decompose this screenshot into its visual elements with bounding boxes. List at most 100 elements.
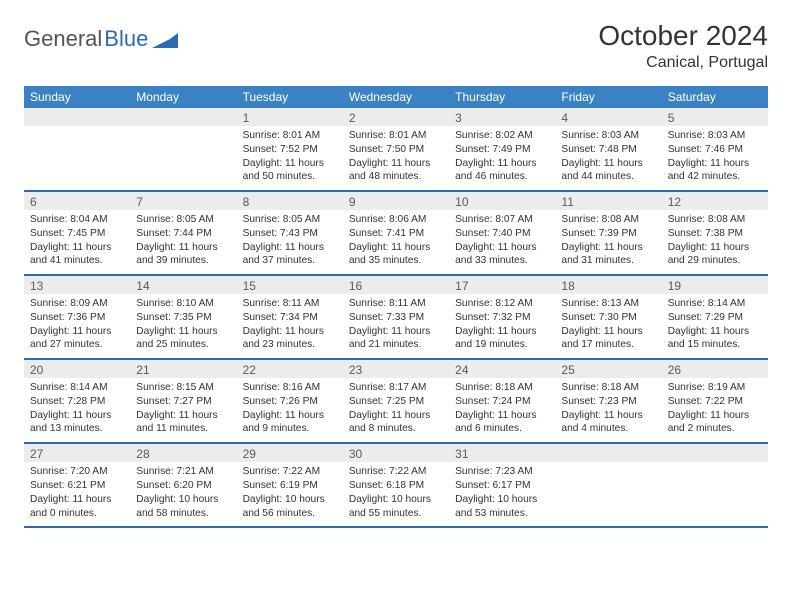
calendar-day-cell: 23Sunrise: 8:17 AMSunset: 7:25 PMDayligh… [343,360,449,442]
day-details: Sunrise: 8:06 AMSunset: 7:41 PMDaylight:… [343,210,449,274]
sunset-text: Sunset: 7:29 PM [668,311,762,325]
day-number: 2 [343,108,449,126]
day-number: 15 [237,276,343,294]
day-details: Sunrise: 8:11 AMSunset: 7:34 PMDaylight:… [237,294,343,358]
weekday-header: Thursday [449,86,555,108]
daylight-text: Daylight: 11 hours and 21 minutes. [349,325,443,353]
day-number: 9 [343,192,449,210]
sunrise-text: Sunrise: 8:19 AM [668,381,762,395]
daylight-text: Daylight: 11 hours and 37 minutes. [243,241,337,269]
day-details: Sunrise: 8:01 AMSunset: 7:50 PMDaylight:… [343,126,449,190]
sunset-text: Sunset: 7:49 PM [455,143,549,157]
day-details: Sunrise: 8:03 AMSunset: 7:46 PMDaylight:… [662,126,768,190]
daylight-text: Daylight: 11 hours and 50 minutes. [243,157,337,185]
calendar-day-cell: 14Sunrise: 8:10 AMSunset: 7:35 PMDayligh… [130,276,236,358]
day-number: 24 [449,360,555,378]
day-number [555,444,661,462]
sunrise-text: Sunrise: 7:23 AM [455,465,549,479]
daylight-text: Daylight: 10 hours and 55 minutes. [349,493,443,521]
weekday-header: Saturday [662,86,768,108]
calendar-week-row: 6Sunrise: 8:04 AMSunset: 7:45 PMDaylight… [24,192,768,276]
day-number: 29 [237,444,343,462]
day-details: Sunrise: 8:05 AMSunset: 7:43 PMDaylight:… [237,210,343,274]
sunrise-text: Sunrise: 8:16 AM [243,381,337,395]
calendar-day-cell: 24Sunrise: 8:18 AMSunset: 7:24 PMDayligh… [449,360,555,442]
weekday-header: Tuesday [237,86,343,108]
day-details: Sunrise: 7:22 AMSunset: 6:18 PMDaylight:… [343,462,449,526]
daylight-text: Daylight: 10 hours and 53 minutes. [455,493,549,521]
day-details: Sunrise: 7:20 AMSunset: 6:21 PMDaylight:… [24,462,130,526]
daylight-text: Daylight: 11 hours and 9 minutes. [243,409,337,437]
page-header: GeneralBlue October 2024 Canical, Portug… [24,20,768,72]
daylight-text: Daylight: 11 hours and 11 minutes. [136,409,230,437]
calendar-grid: Sunday Monday Tuesday Wednesday Thursday… [24,86,768,528]
calendar-day-cell: 20Sunrise: 8:14 AMSunset: 7:28 PMDayligh… [24,360,130,442]
sunset-text: Sunset: 7:32 PM [455,311,549,325]
sunset-text: Sunset: 7:34 PM [243,311,337,325]
day-number: 23 [343,360,449,378]
day-details: Sunrise: 8:02 AMSunset: 7:49 PMDaylight:… [449,126,555,190]
sunset-text: Sunset: 6:20 PM [136,479,230,493]
sunset-text: Sunset: 7:45 PM [30,227,124,241]
daylight-text: Daylight: 11 hours and 39 minutes. [136,241,230,269]
sunrise-text: Sunrise: 8:03 AM [668,129,762,143]
calendar-day-cell: 26Sunrise: 8:19 AMSunset: 7:22 PMDayligh… [662,360,768,442]
day-number [130,108,236,126]
sunrise-text: Sunrise: 7:22 AM [349,465,443,479]
sunset-text: Sunset: 7:41 PM [349,227,443,241]
sunset-text: Sunset: 7:26 PM [243,395,337,409]
calendar-day-cell: 16Sunrise: 8:11 AMSunset: 7:33 PMDayligh… [343,276,449,358]
calendar-day-cell: 22Sunrise: 8:16 AMSunset: 7:26 PMDayligh… [237,360,343,442]
sunset-text: Sunset: 6:21 PM [30,479,124,493]
weekday-header: Monday [130,86,236,108]
sunrise-text: Sunrise: 8:18 AM [561,381,655,395]
calendar-day-cell [555,444,661,526]
calendar-day-cell: 12Sunrise: 8:08 AMSunset: 7:38 PMDayligh… [662,192,768,274]
day-number: 21 [130,360,236,378]
sunrise-text: Sunrise: 8:03 AM [561,129,655,143]
day-details: Sunrise: 8:08 AMSunset: 7:38 PMDaylight:… [662,210,768,274]
calendar-day-cell: 7Sunrise: 8:05 AMSunset: 7:44 PMDaylight… [130,192,236,274]
sunset-text: Sunset: 6:17 PM [455,479,549,493]
brand-part1: General [24,26,102,52]
day-number: 18 [555,276,661,294]
sunset-text: Sunset: 7:43 PM [243,227,337,241]
day-details: Sunrise: 8:14 AMSunset: 7:29 PMDaylight:… [662,294,768,358]
sunset-text: Sunset: 6:18 PM [349,479,443,493]
sunrise-text: Sunrise: 8:15 AM [136,381,230,395]
daylight-text: Daylight: 11 hours and 2 minutes. [668,409,762,437]
sunset-text: Sunset: 7:44 PM [136,227,230,241]
sunrise-text: Sunrise: 8:02 AM [455,129,549,143]
calendar-day-cell [662,444,768,526]
day-number: 19 [662,276,768,294]
sunrise-text: Sunrise: 8:10 AM [136,297,230,311]
sunrise-text: Sunrise: 8:07 AM [455,213,549,227]
day-details: Sunrise: 8:14 AMSunset: 7:28 PMDaylight:… [24,378,130,442]
daylight-text: Daylight: 10 hours and 58 minutes. [136,493,230,521]
day-number: 31 [449,444,555,462]
calendar-day-cell: 17Sunrise: 8:12 AMSunset: 7:32 PMDayligh… [449,276,555,358]
day-details: Sunrise: 8:17 AMSunset: 7:25 PMDaylight:… [343,378,449,442]
sunset-text: Sunset: 7:52 PM [243,143,337,157]
weekday-header: Wednesday [343,86,449,108]
day-number: 25 [555,360,661,378]
day-details: Sunrise: 8:09 AMSunset: 7:36 PMDaylight:… [24,294,130,358]
day-number: 13 [24,276,130,294]
day-number: 6 [24,192,130,210]
sunrise-text: Sunrise: 8:08 AM [668,213,762,227]
day-details: Sunrise: 8:08 AMSunset: 7:39 PMDaylight:… [555,210,661,274]
sunset-text: Sunset: 7:25 PM [349,395,443,409]
sunset-text: Sunset: 7:38 PM [668,227,762,241]
daylight-text: Daylight: 11 hours and 41 minutes. [30,241,124,269]
daylight-text: Daylight: 11 hours and 48 minutes. [349,157,443,185]
daylight-text: Daylight: 11 hours and 8 minutes. [349,409,443,437]
calendar-day-cell [24,108,130,190]
day-details: Sunrise: 8:18 AMSunset: 7:23 PMDaylight:… [555,378,661,442]
calendar-week-row: 20Sunrise: 8:14 AMSunset: 7:28 PMDayligh… [24,360,768,444]
daylight-text: Daylight: 11 hours and 4 minutes. [561,409,655,437]
day-details: Sunrise: 7:22 AMSunset: 6:19 PMDaylight:… [237,462,343,526]
sunset-text: Sunset: 7:39 PM [561,227,655,241]
calendar-day-cell: 6Sunrise: 8:04 AMSunset: 7:45 PMDaylight… [24,192,130,274]
calendar-day-cell: 8Sunrise: 8:05 AMSunset: 7:43 PMDaylight… [237,192,343,274]
daylight-text: Daylight: 11 hours and 35 minutes. [349,241,443,269]
